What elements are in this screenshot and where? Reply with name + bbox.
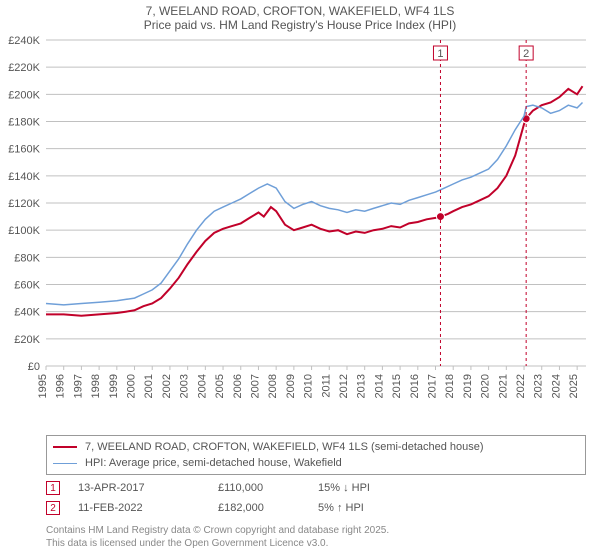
- title-line-1: 7, WEELAND ROAD, CROFTON, WAKEFIELD, WF4…: [0, 4, 600, 18]
- svg-text:2003: 2003: [179, 374, 191, 398]
- svg-text:2: 2: [523, 48, 529, 60]
- svg-text:£100K: £100K: [8, 225, 40, 237]
- svg-text:1999: 1999: [108, 374, 120, 398]
- svg-text:1996: 1996: [55, 374, 67, 398]
- chart-container: 7, WEELAND ROAD, CROFTON, WAKEFIELD, WF4…: [0, 0, 600, 560]
- svg-text:2007: 2007: [249, 374, 261, 398]
- marker-date-1: 13-APR-2017: [78, 482, 218, 494]
- legend-row: 7, WEELAND ROAD, CROFTON, WAKEFIELD, WF4…: [53, 439, 579, 455]
- svg-text:1997: 1997: [72, 374, 84, 398]
- svg-text:£200K: £200K: [8, 89, 40, 101]
- svg-text:2004: 2004: [196, 374, 208, 398]
- sale-marker-row-1: 1 13-APR-2017 £110,000 15% ↓ HPI: [46, 480, 586, 496]
- svg-text:2013: 2013: [356, 374, 368, 398]
- svg-text:£40K: £40K: [14, 307, 40, 319]
- svg-text:2011: 2011: [320, 374, 332, 398]
- marker-number-2: 2: [50, 503, 56, 514]
- marker-date-2: 11-FEB-2022: [78, 502, 218, 514]
- svg-text:2015: 2015: [391, 374, 403, 398]
- svg-text:2024: 2024: [550, 374, 562, 398]
- svg-text:2019: 2019: [462, 374, 474, 398]
- marker-number-box-2: 2: [46, 501, 60, 515]
- legend-swatch: [53, 463, 77, 464]
- svg-text:£240K: £240K: [8, 35, 40, 47]
- marker-delta-1: 15% ↓ HPI: [318, 482, 586, 494]
- svg-text:2002: 2002: [161, 374, 173, 398]
- legend-row: HPI: Average price, semi-detached house,…: [53, 455, 579, 471]
- legend-box: 7, WEELAND ROAD, CROFTON, WAKEFIELD, WF4…: [46, 435, 586, 475]
- svg-text:1: 1: [437, 48, 443, 60]
- svg-text:2016: 2016: [409, 374, 421, 398]
- chart-titles: 7, WEELAND ROAD, CROFTON, WAKEFIELD, WF4…: [0, 0, 600, 32]
- attribution-line-2: This data is licensed under the Open Gov…: [46, 538, 328, 549]
- svg-text:2014: 2014: [373, 374, 385, 398]
- svg-text:2012: 2012: [338, 374, 350, 398]
- svg-text:2025: 2025: [568, 374, 580, 398]
- svg-text:2023: 2023: [533, 374, 545, 398]
- svg-text:1998: 1998: [90, 374, 102, 398]
- svg-text:£0: £0: [28, 361, 40, 373]
- svg-text:£80K: £80K: [14, 252, 40, 264]
- svg-text:2017: 2017: [427, 374, 439, 398]
- svg-text:2001: 2001: [143, 374, 155, 398]
- svg-text:2020: 2020: [480, 374, 492, 398]
- marker-number-box-1: 1: [46, 481, 60, 495]
- svg-text:£180K: £180K: [8, 117, 40, 129]
- svg-text:2018: 2018: [444, 374, 456, 398]
- svg-text:2005: 2005: [214, 374, 226, 398]
- svg-text:2006: 2006: [232, 374, 244, 398]
- svg-text:£20K: £20K: [14, 334, 40, 346]
- svg-text:£140K: £140K: [8, 171, 40, 183]
- svg-text:£160K: £160K: [8, 144, 40, 156]
- marker-price-2: £182,000: [218, 502, 318, 514]
- svg-text:£60K: £60K: [14, 280, 40, 292]
- svg-text:2021: 2021: [497, 374, 509, 398]
- svg-text:£120K: £120K: [8, 198, 40, 210]
- marker-price-1: £110,000: [218, 482, 318, 494]
- marker-delta-2: 5% ↑ HPI: [318, 502, 586, 514]
- marker-number-1: 1: [50, 483, 56, 494]
- attribution-line-1: Contains HM Land Registry data © Crown c…: [46, 525, 389, 536]
- svg-text:2009: 2009: [285, 374, 297, 398]
- svg-text:2000: 2000: [126, 374, 138, 398]
- svg-text:£220K: £220K: [8, 62, 40, 74]
- legend-label: HPI: Average price, semi-detached house,…: [85, 457, 342, 469]
- attribution-text: Contains HM Land Registry data © Crown c…: [46, 525, 586, 550]
- svg-text:2022: 2022: [515, 374, 527, 398]
- sale-marker-row-2: 2 11-FEB-2022 £182,000 5% ↑ HPI: [46, 500, 586, 516]
- legend-label: 7, WEELAND ROAD, CROFTON, WAKEFIELD, WF4…: [85, 441, 484, 453]
- legend-swatch: [53, 446, 77, 448]
- chart-svg: £0£20K£40K£60K£80K£100K£120K£140K£160K£1…: [46, 40, 586, 400]
- svg-text:2010: 2010: [303, 374, 315, 398]
- svg-text:1995: 1995: [37, 374, 49, 398]
- title-line-2: Price paid vs. HM Land Registry's House …: [0, 18, 600, 32]
- svg-text:2008: 2008: [267, 374, 279, 398]
- chart-plot-area: £0£20K£40K£60K£80K£100K£120K£140K£160K£1…: [46, 40, 586, 400]
